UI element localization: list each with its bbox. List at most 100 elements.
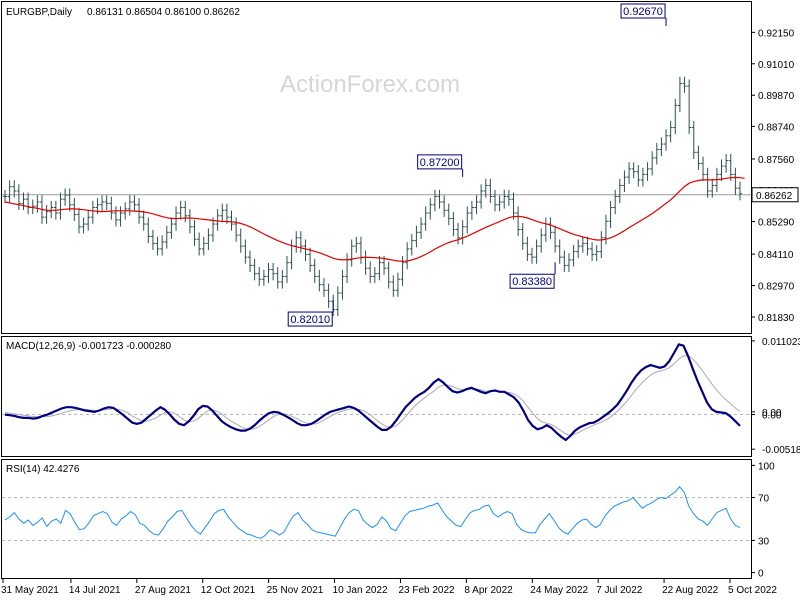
price-bar [585,236,590,256]
price-bar [90,200,95,224]
price-bar [738,181,742,201]
price-bar [571,245,576,267]
price-bar [543,217,548,242]
price-bar [63,188,68,206]
price-series-layer: 0.82010 0.87200 0.83380 0.92670 [2,3,751,327]
price-bar [483,178,488,198]
price-bar [76,207,81,234]
price-bar [576,239,581,259]
price-bar [335,286,340,317]
price-bar [460,220,465,245]
price-bar [298,231,303,253]
x-tick-label: 31 May 2021 [1,585,59,596]
price-bar [317,269,322,292]
rsi-y-tick-label: 70 [758,494,770,505]
price-bar [391,275,396,297]
price-bar [497,195,502,212]
price-bar [155,236,160,256]
price-bar [340,269,345,300]
price-bar [224,203,229,224]
annotation-box [509,273,555,289]
price-bar [719,159,724,182]
price-bar [682,76,687,93]
price-bar [280,269,285,289]
price-bar [284,256,289,284]
price-bar [668,120,673,143]
price-bar [67,188,72,212]
price-bar [113,206,118,227]
price-bar [132,195,137,212]
axis-layer: 0.921500.910100.898700.887400.875600.864… [1,28,800,596]
price-bar [465,206,470,234]
price-bar [687,79,692,135]
price-bar [409,233,414,256]
annotation-label: 0.92670 [623,6,663,18]
price-bar [516,206,521,237]
x-tick-label: 7 Jul 2022 [596,585,643,596]
price-bar [525,236,530,262]
price-y-tick-label: 0.89870 [758,91,795,102]
price-bar [275,267,280,289]
price-bar [215,209,220,231]
chart-ohlc: 0.86131 0.86504 0.86100 0.86262 [87,7,240,18]
x-tick-label: 14 Jul 2021 [69,585,121,596]
rsi-y-tick-label: 30 [758,536,770,547]
price-bar [733,167,738,195]
price-bar [636,165,641,187]
annotation-box [287,311,333,327]
price-bar [382,256,387,275]
price-bar [622,170,627,193]
price-bar [49,200,54,219]
price-bar [414,225,419,248]
price-bar [534,239,539,264]
price-bar [21,192,26,210]
price-bar [118,206,123,227]
price-bar [405,242,410,270]
price-bar [201,236,206,256]
price-bar [548,217,553,239]
price-bar [529,247,534,264]
price-annotation: 0.83380 [509,262,556,289]
price-bar [437,189,442,209]
price-bar [479,184,484,209]
price-bar [419,217,424,239]
price-bar [677,76,682,113]
price-y-tick-label: 0.82970 [758,282,795,293]
x-tick-label: 27 Aug 2021 [135,585,192,596]
price-bar [664,129,669,151]
price-bar [506,189,511,206]
price-bar [673,98,678,135]
price-bar [26,192,31,215]
price-bar [617,178,622,204]
x-tick-label: 25 Nov 2021 [267,585,324,596]
price-bar [7,180,12,204]
price-bar [627,162,632,184]
price-bar [289,239,294,270]
price-bar [294,231,299,253]
annotation-box [620,3,666,19]
price-bar [72,198,77,222]
x-tick-label: 23 Feb 2022 [398,585,455,596]
price-bar [238,228,243,253]
price-bar [640,167,645,187]
price-bar [252,258,257,281]
price-bar [654,142,659,165]
price-bar [127,195,132,216]
price-bar [590,242,595,262]
price-bar [248,250,252,273]
price-bar [368,261,373,284]
current-price-label: 0.86262 [756,191,793,202]
rsi-series-layer [2,486,751,541]
price-bar [308,247,313,273]
price-bar [16,184,21,210]
price-bar [520,222,525,250]
rsi-line [4,486,741,539]
x-tick-label: 12 Oct 2021 [201,585,256,596]
price-bar [261,269,266,286]
price-bar [354,236,359,253]
price-bar [197,232,202,256]
price-bar [696,145,701,170]
chart-symbol: EURGBP,Daily [6,7,72,18]
price-bar [358,236,363,264]
